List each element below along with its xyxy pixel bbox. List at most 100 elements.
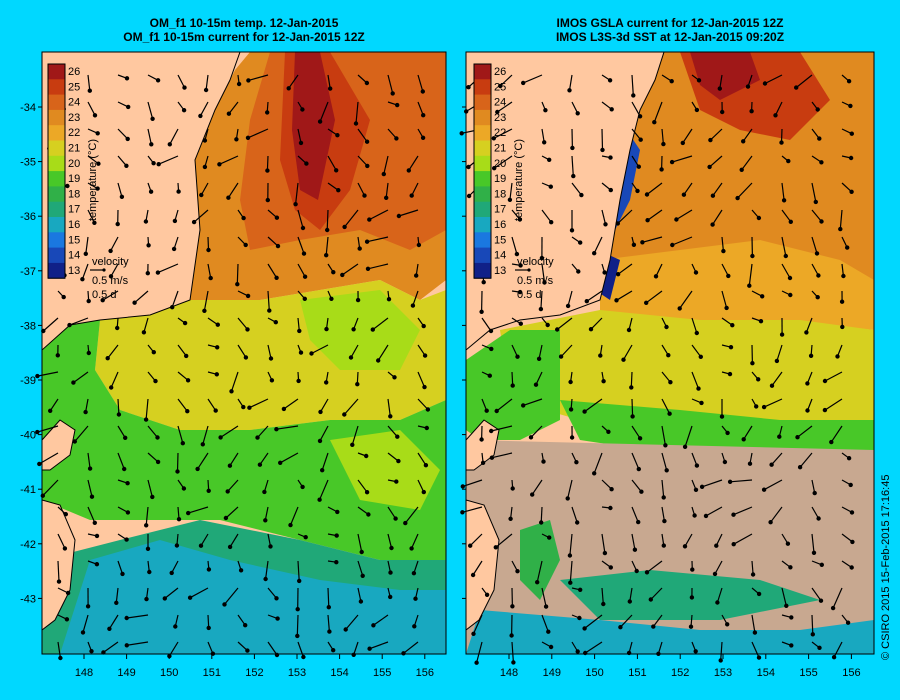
colorbar-swatch: [474, 64, 491, 80]
current-arrow-head: [257, 462, 263, 467]
current-arrow: [37, 371, 59, 377]
current-arrow: [74, 425, 89, 442]
current-arrow: [203, 290, 209, 311]
current-arrow-head: [470, 572, 476, 578]
current-arrow-head: [479, 437, 484, 442]
current-arrow-head: [348, 355, 354, 360]
current-arrow-head: [96, 161, 101, 166]
current-arrow-head: [155, 459, 161, 465]
current-arrow: [751, 641, 760, 658]
right-title-line2: IMOS L3S-3d SST at 12-Jan-2015 09:20Z: [555, 30, 785, 44]
current-arrow: [737, 182, 753, 199]
current-arrow: [780, 128, 783, 143]
current-arrow-head: [636, 519, 641, 525]
current-arrow-head: [618, 625, 623, 630]
current-arrow-head: [750, 361, 755, 366]
colorbar-swatch: [48, 64, 65, 80]
current-arrow: [357, 587, 362, 602]
current-arrow: [712, 209, 723, 225]
current-arrow-head: [175, 469, 180, 474]
current-arrow-head: [714, 543, 719, 548]
current-arrow-head: [576, 269, 581, 274]
current-arrow: [110, 263, 119, 277]
current-arrow-head: [243, 242, 248, 248]
current-arrow-head: [570, 145, 575, 151]
colorbar-tick-label: 25: [68, 81, 80, 93]
current-arrow-head: [410, 303, 416, 308]
current-arrow-head: [630, 414, 635, 419]
current-arrow-head: [789, 615, 794, 620]
current-arrow-head: [390, 91, 395, 96]
current-arrow-head: [234, 137, 239, 142]
current-arrow: [593, 452, 603, 474]
current-arrow-head: [739, 167, 744, 172]
current-arrow: [115, 587, 119, 603]
current-arrow-head: [492, 165, 497, 171]
lat-label: -42: [20, 539, 36, 551]
current-arrow: [770, 506, 783, 523]
current-arrow: [584, 641, 603, 654]
current-arrow-head: [61, 294, 66, 300]
current-arrow-head: [808, 353, 814, 358]
colorbar-swatch: [474, 79, 491, 96]
current-arrow-head: [663, 443, 668, 448]
current-arrow-head: [114, 600, 119, 606]
current-arrow-head: [578, 587, 583, 593]
current-arrow-head: [539, 255, 545, 261]
current-arrow-head: [217, 162, 222, 167]
current-arrow-head: [817, 136, 822, 141]
current-arrow-head: [629, 385, 634, 390]
current-arrow-head: [182, 320, 188, 326]
current-arrow-head: [583, 650, 588, 656]
current-arrow-head: [788, 292, 793, 298]
current-arrow-head: [48, 408, 53, 413]
current-arrow-head: [466, 84, 471, 90]
lon-label: 156: [416, 667, 434, 679]
current-arrow-head: [362, 193, 367, 198]
current-arrow-head: [517, 217, 523, 222]
current-arrow: [248, 74, 269, 81]
current-arrow-head: [769, 383, 775, 388]
current-arrow: [267, 263, 278, 279]
current-arrow-head: [555, 327, 560, 332]
lon-label: 156: [842, 667, 860, 679]
current-arrow: [297, 560, 300, 581]
current-arrow-head: [849, 565, 854, 570]
current-arrow-head: [145, 271, 150, 276]
current-arrow-head: [302, 274, 308, 279]
current-arrow: [683, 182, 693, 196]
current-arrow-head: [725, 430, 730, 436]
current-arrow: [653, 101, 663, 123]
current-arrow-head: [199, 192, 204, 198]
current-arrow-head: [376, 358, 381, 363]
current-arrow-head: [108, 385, 114, 390]
current-arrow-head: [278, 460, 283, 465]
current-arrow-head: [213, 408, 218, 413]
current-arrow: [373, 614, 389, 626]
current-arrow-head: [364, 453, 369, 459]
current-arrow-head: [274, 596, 279, 601]
current-arrow: [297, 128, 302, 144]
current-arrow-head: [548, 184, 554, 189]
current-arrow-head: [582, 626, 587, 631]
current-arrow: [158, 155, 179, 165]
current-arrow-head: [263, 518, 268, 523]
current-arrow-head: [488, 328, 494, 334]
current-arrow: [288, 74, 299, 89]
current-arrow: [229, 533, 239, 548]
current-arrow-head: [143, 219, 149, 224]
current-arrow: [87, 74, 91, 91]
colorbar-swatch: [474, 247, 491, 264]
current-arrow-head: [707, 164, 712, 170]
overlays: -34 -35 -36 -37 -38 -39 -40 -41 -42 -43 148 149 150 1…: [20, 63, 861, 679]
current-arrow-head: [268, 356, 274, 361]
current-arrow-head: [265, 110, 270, 115]
current-arrow-head: [63, 512, 69, 517]
current-arrow-head: [835, 354, 840, 359]
current-arrow: [496, 398, 513, 412]
current-arrow: [327, 155, 337, 171]
current-arrow: [601, 128, 604, 150]
current-arrow: [228, 101, 239, 115]
current-arrow-head: [749, 108, 754, 114]
current-arrow-head: [155, 435, 160, 440]
